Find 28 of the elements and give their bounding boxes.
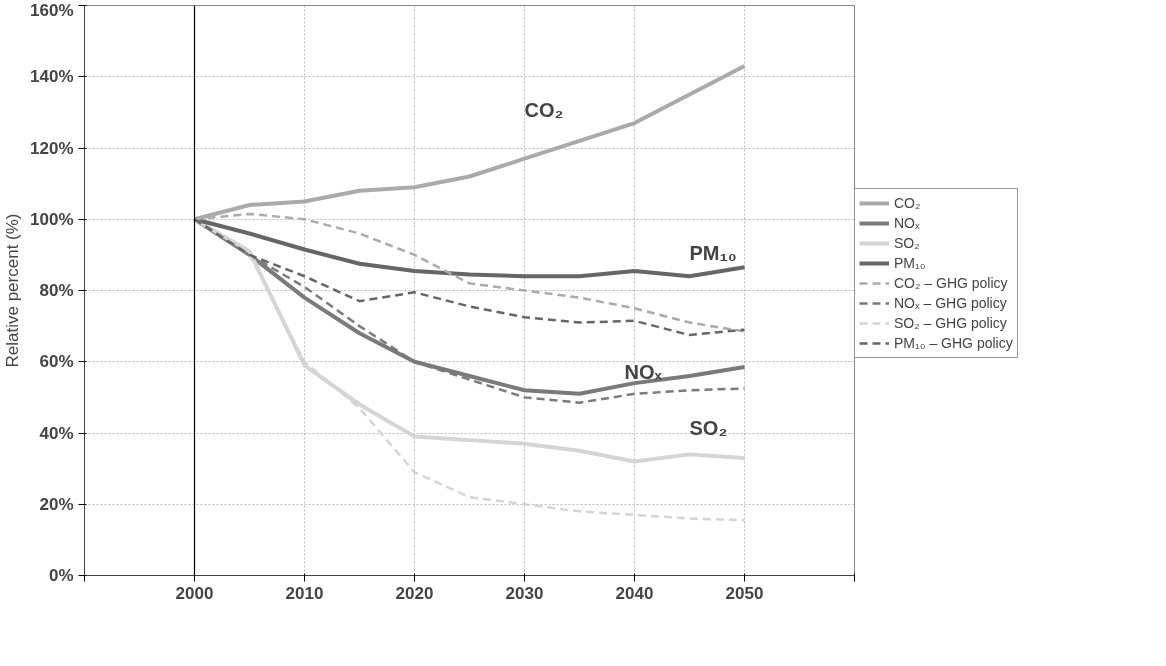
y-tick-label: 40% [39, 423, 74, 443]
legend-label: CO₂ – GHG policy [894, 275, 1008, 292]
annotation: PM₁₀ [689, 242, 737, 265]
y-tick-label: 120% [30, 138, 74, 158]
x-tick-label: 2030 [505, 583, 544, 603]
x-tick-label: 2040 [615, 583, 654, 603]
legend-label: SO₂ – GHG policy [894, 315, 1007, 332]
annotation: SO₂ [689, 417, 728, 440]
y-tick-label: 20% [39, 494, 74, 514]
y-tick-label: 0% [48, 566, 74, 585]
legend-label: PM₁₀ [894, 255, 926, 272]
legend-label: NOₓ – GHG policy [894, 295, 1007, 312]
y-tick-label: 80% [39, 281, 74, 300]
legend-label: CO₂ [894, 195, 921, 212]
y-tick-label: 160% [30, 0, 74, 20]
annotation: NOₓ [624, 361, 663, 384]
y-axis-title: Relative percent (%) [3, 213, 23, 368]
legend-label: PM₁₀ – GHG policy [894, 335, 1013, 352]
x-tick-label: 2010 [285, 583, 324, 603]
annotation: CO₂ [524, 98, 564, 121]
y-tick-label: 140% [30, 67, 74, 87]
y-tick-label: 60% [39, 352, 74, 372]
x-tick-label: 2000 [175, 583, 214, 603]
legend-label: SO₂ [894, 235, 920, 252]
legend-label: NOₓ [894, 215, 920, 232]
y-tick-label: 100% [30, 209, 74, 229]
x-tick-label: 2050 [725, 583, 764, 603]
x-tick-label: 2020 [395, 583, 434, 603]
